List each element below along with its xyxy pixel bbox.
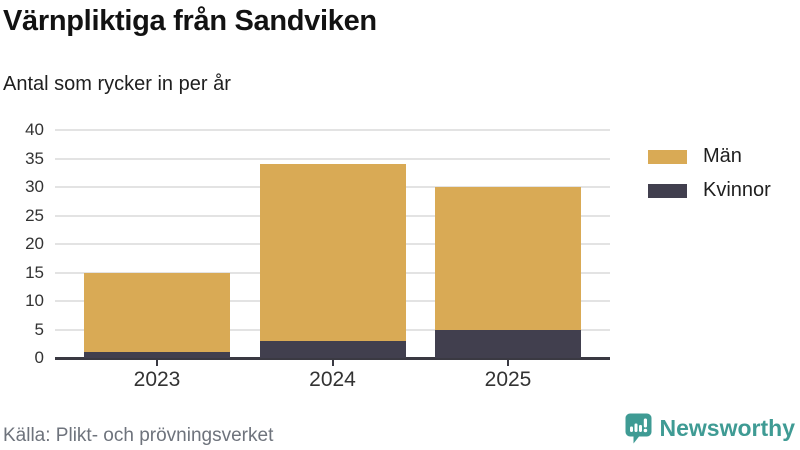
source-note: Källa: Plikt- och prövningsverket bbox=[3, 425, 274, 446]
y-axis-tick-label: 35 bbox=[25, 148, 44, 168]
x-axis-tick bbox=[156, 359, 158, 366]
bar-segment-2025-kvinnor bbox=[435, 329, 581, 358]
y-axis-tick-label: 40 bbox=[25, 120, 44, 139]
legend-item-män: Män bbox=[648, 145, 771, 168]
bar-segment-2025-män bbox=[435, 187, 581, 330]
bar-segment-2024-män bbox=[259, 164, 406, 341]
y-axis-tick-label: 5 bbox=[34, 319, 44, 339]
x-axis-tick bbox=[507, 359, 509, 366]
bar-segment-2023-kvinnor bbox=[84, 352, 230, 358]
legend-item-kvinnor: Kvinnor bbox=[648, 179, 771, 202]
legend-label: Kvinnor bbox=[703, 179, 771, 201]
y-gridline-40 bbox=[55, 129, 610, 131]
bar-segment-2024-kvinnor bbox=[259, 340, 406, 358]
chart-legend: Män Kvinnor bbox=[648, 145, 771, 213]
chart-subtitle: Antal som rycker in per år bbox=[3, 73, 231, 95]
bar-chart-speech-bubble-icon bbox=[625, 413, 652, 444]
x-axis-category-label: 2023 bbox=[133, 368, 181, 391]
bar-segment-2023-män bbox=[84, 272, 230, 353]
x-axis-category-label: 2025 bbox=[484, 368, 532, 391]
legend-label: Män bbox=[703, 145, 742, 167]
x-axis-tick bbox=[331, 359, 334, 366]
y-axis-tick-label: 20 bbox=[25, 234, 44, 253]
y-axis-tick-label: 0 bbox=[34, 348, 44, 367]
y-axis-tick-label: 15 bbox=[25, 262, 44, 282]
legend-swatch bbox=[648, 149, 687, 164]
legend-swatch bbox=[648, 183, 687, 198]
y-axis-tick-label: 25 bbox=[25, 205, 44, 225]
x-axis-category-label: 2024 bbox=[309, 368, 356, 391]
y-axis-tick-label: 30 bbox=[25, 177, 44, 196]
y-gridline-35 bbox=[55, 157, 610, 160]
y-axis-tick-label: 10 bbox=[25, 291, 44, 310]
page-title: Värnpliktiga från Sandviken bbox=[3, 5, 377, 37]
newsworthy-brand: Newsworthy bbox=[625, 413, 795, 444]
brand-name: Newsworthy bbox=[659, 415, 795, 441]
x-axis-line bbox=[55, 356, 610, 360]
